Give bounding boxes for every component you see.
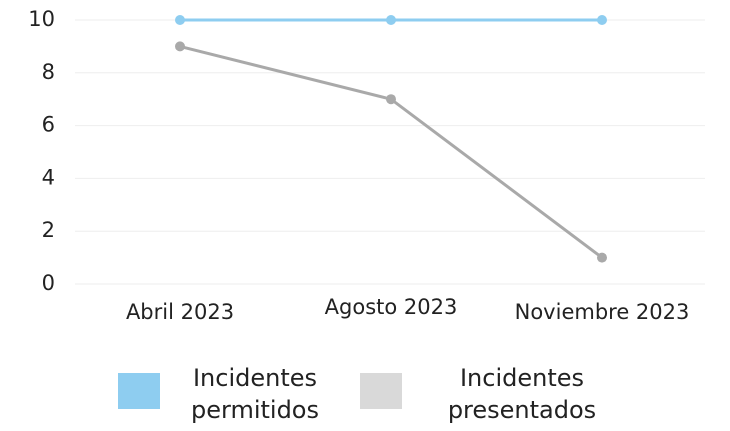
point: [175, 41, 185, 52]
legend-swatch: [360, 373, 402, 409]
point: [386, 94, 396, 105]
point: [175, 15, 185, 25]
y-tick-label: 4: [42, 165, 55, 189]
point: [386, 15, 396, 25]
x-tick-label: Agosto 2023: [325, 295, 458, 319]
legend-swatch: [118, 373, 160, 409]
y-tick-label: 8: [42, 60, 55, 84]
y-tick-label: 6: [42, 113, 55, 137]
legend-label: Incidentes permitidos: [191, 364, 319, 424]
y-tick-label: 0: [42, 271, 55, 295]
x-tick-label: Abril 2023: [126, 300, 234, 324]
point: [597, 15, 607, 25]
y-tick-label: 10: [28, 7, 55, 31]
legend-label: Incidentes presentados: [447, 364, 597, 424]
x-tick-label: Noviembre 2023: [515, 300, 690, 324]
y-tick-label: 2: [42, 218, 55, 242]
point: [597, 252, 607, 263]
series-line: [179, 44, 603, 259]
